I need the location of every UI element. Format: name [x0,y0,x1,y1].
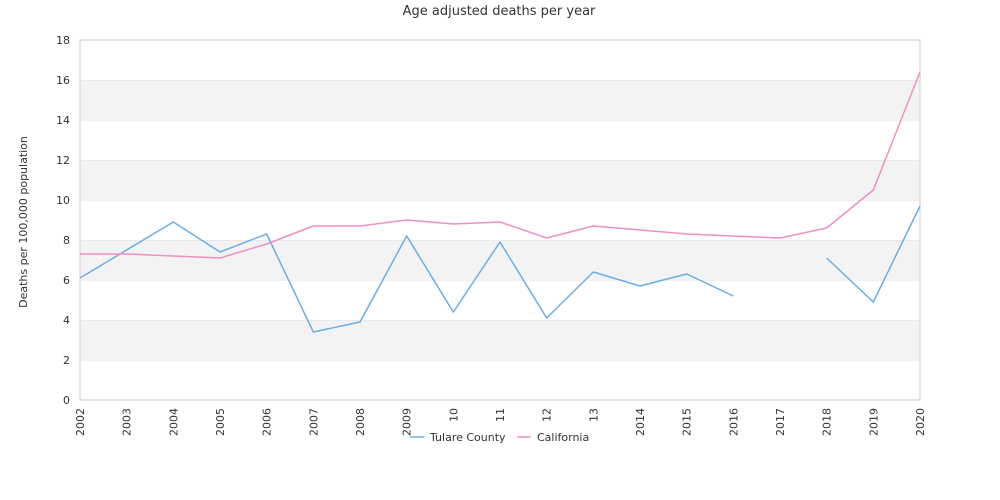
data-point-tulare-county[interactable] [543,314,551,322]
x-tick-label: 2007 [307,408,320,436]
x-tick-label: 11 [494,408,507,422]
data-point-tulare-county[interactable] [729,292,737,300]
legend-label-tulare-county: Tulare County [429,431,506,444]
data-point-tulare-county[interactable] [449,308,457,316]
x-tick-label: 2019 [867,408,880,436]
grid-bands [80,39,920,400]
legend-item-california[interactable]: California [517,431,589,444]
x-tick-label: 2016 [727,408,740,436]
x-tick-label: 2014 [634,408,647,436]
data-point-california[interactable] [309,222,317,230]
data-point-california[interactable] [263,240,271,248]
data-point-california[interactable] [449,220,457,228]
legend[interactable]: Tulare County California [410,431,589,444]
data-point-tulare-county[interactable] [496,238,504,246]
data-point-tulare-county[interactable] [76,274,84,282]
series-lines [76,68,924,336]
data-point-california[interactable] [776,234,784,242]
data-point-california[interactable] [76,250,84,258]
data-point-california[interactable] [216,254,224,262]
x-tick-label: 2004 [167,408,180,436]
x-tick-label: 13 [587,408,600,422]
data-point-tulare-county[interactable] [356,318,364,326]
x-tick-label: 2009 [401,408,414,436]
data-point-california[interactable] [683,230,691,238]
data-point-california[interactable] [356,222,364,230]
grid-band [80,160,920,200]
data-point-california[interactable] [823,224,831,232]
data-point-california[interactable] [403,216,411,224]
y-tick-label: 8 [63,234,70,247]
legend-item-tulare-county[interactable]: Tulare County [410,431,506,444]
x-tick-label: 2018 [821,408,834,436]
legend-label-california: California [537,431,589,444]
data-point-tulare-county[interactable] [683,270,691,278]
grid-band [80,200,920,240]
data-point-tulare-county[interactable] [403,232,411,240]
y-axis: 0 2 4 6 8 10 12 14 16 18 [56,34,70,407]
series-line-california [80,71,921,259]
y-tick-label: 10 [56,194,70,207]
grid-band [80,360,920,400]
data-point-tulare-county[interactable] [263,230,271,238]
data-point-tulare-county[interactable] [916,202,924,210]
y-tick-label: 18 [56,34,70,47]
grid-band [80,80,920,120]
x-tick-label: 2003 [121,408,134,436]
grid-band [80,320,920,360]
plot-area [79,39,921,401]
y-tick-label: 4 [63,314,70,327]
y-tick-label: 16 [56,74,70,87]
data-point-tulare-county[interactable] [823,254,831,262]
x-tick-label: 10 [447,408,460,422]
data-point-tulare-county[interactable] [636,282,644,290]
x-axis: 2002 2003 2004 2005 2006 2007 2008 2009 10 11 12 13… [74,408,927,436]
data-point-california[interactable] [123,250,131,258]
x-tick-label: 2008 [354,408,367,436]
y-tick-label: 6 [63,274,70,287]
grid-band [80,120,920,160]
data-point-tulare-county[interactable] [169,218,177,226]
x-tick-label: 2005 [214,408,227,436]
x-tick-label: 2015 [681,408,694,436]
x-tick-label: 2020 [914,408,927,436]
y-tick-label: 12 [56,154,70,167]
x-tick-label: 2006 [261,408,274,436]
data-point-tulare-county[interactable] [589,268,597,276]
y-tick-label: 0 [63,394,70,407]
x-tick-label: 2017 [774,408,787,436]
data-point-california[interactable] [589,222,597,230]
grid-band [80,280,920,320]
grid-band [80,240,920,280]
data-point-california[interactable] [729,232,737,240]
data-point-california[interactable] [543,234,551,242]
data-point-california[interactable] [496,218,504,226]
x-tick-label: 2002 [74,408,87,436]
data-point-california[interactable] [869,186,877,194]
y-tick-label: 2 [63,354,70,367]
data-point-california[interactable] [636,226,644,234]
y-tick-label: 14 [56,114,70,127]
grid-band [80,40,920,80]
data-point-tulare-county[interactable] [309,328,317,336]
data-point-tulare-county[interactable] [869,298,877,306]
series-line-tulare-county [79,205,921,333]
y-axis-label: Deaths per 100,000 population [17,136,30,308]
data-point-california[interactable] [169,252,177,260]
x-tick-label: 12 [541,408,554,422]
data-point-california[interactable] [916,68,924,76]
chart-title: Age adjusted deaths per year [403,4,596,19]
